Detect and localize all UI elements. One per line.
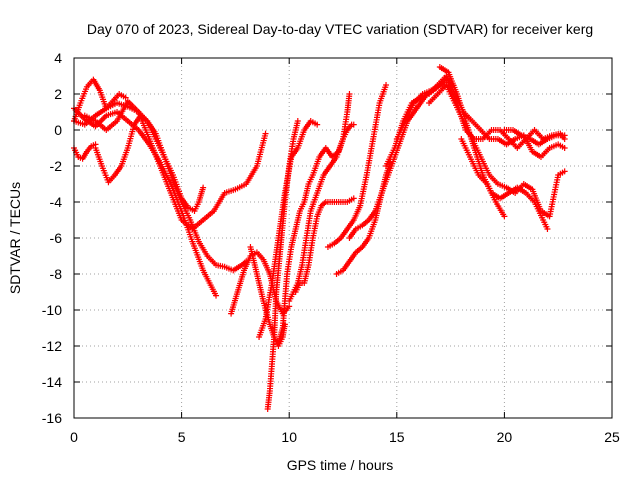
x-tick-label: 15 <box>389 429 405 445</box>
series-markers <box>286 91 353 304</box>
axis-ticks: 0 5 10 15 20 25 -16 -14 -12 -10 -8 -6 -4 -2 0 2 4 <box>42 50 620 445</box>
y-tick-label: 2 <box>54 86 62 102</box>
series-arc-14 <box>324 82 390 250</box>
y-tick-label: -6 <box>50 230 63 246</box>
series-arc-12 <box>286 91 353 304</box>
x-tick-label: 25 <box>604 429 620 445</box>
series-markers <box>292 195 357 295</box>
series-markers <box>346 76 456 241</box>
series-arc-21 <box>458 136 508 220</box>
y-tick-label: 4 <box>54 50 62 66</box>
data-series <box>71 64 568 412</box>
y-axis-label: SDTVAR / TECUs <box>7 182 23 294</box>
series-markers <box>324 82 390 250</box>
series-markers <box>501 127 568 148</box>
x-axis-label: GPS time / hours <box>287 457 394 473</box>
grid <box>74 58 612 418</box>
x-tick-label: 10 <box>281 429 297 445</box>
series-markers <box>92 112 207 214</box>
y-tick-label: -2 <box>50 158 63 174</box>
x-tick-label: 5 <box>178 429 186 445</box>
y-tick-label: -14 <box>42 374 62 390</box>
y-tick-label: -12 <box>42 338 62 354</box>
series-markers <box>71 141 99 162</box>
series-arc-6 <box>92 112 207 214</box>
series-arc-16 <box>346 76 456 241</box>
y-tick-label: -8 <box>50 266 63 282</box>
y-tick-label: -16 <box>42 410 62 426</box>
x-tick-label: 20 <box>497 429 513 445</box>
series-arc-22 <box>501 127 568 148</box>
series-arc-1 <box>71 141 99 162</box>
chart-title: Day 070 of 2023, Sidereal Day-to-day VTE… <box>87 21 593 37</box>
series-arc-5 <box>81 98 269 232</box>
series-arc-20 <box>436 64 551 232</box>
series-line <box>73 102 247 272</box>
series-line <box>348 78 454 239</box>
series-markers <box>81 98 269 232</box>
series-markers <box>264 118 301 412</box>
series-markers <box>458 136 508 220</box>
series-markers <box>436 64 551 232</box>
series-arc-13 <box>292 195 357 295</box>
y-tick-label: -10 <box>42 302 62 318</box>
series-arc-10 <box>264 118 301 412</box>
series-line <box>84 99 267 231</box>
y-tick-label: 0 <box>54 122 62 138</box>
x-tick-label: 0 <box>70 429 78 445</box>
y-tick-label: -4 <box>50 194 63 210</box>
